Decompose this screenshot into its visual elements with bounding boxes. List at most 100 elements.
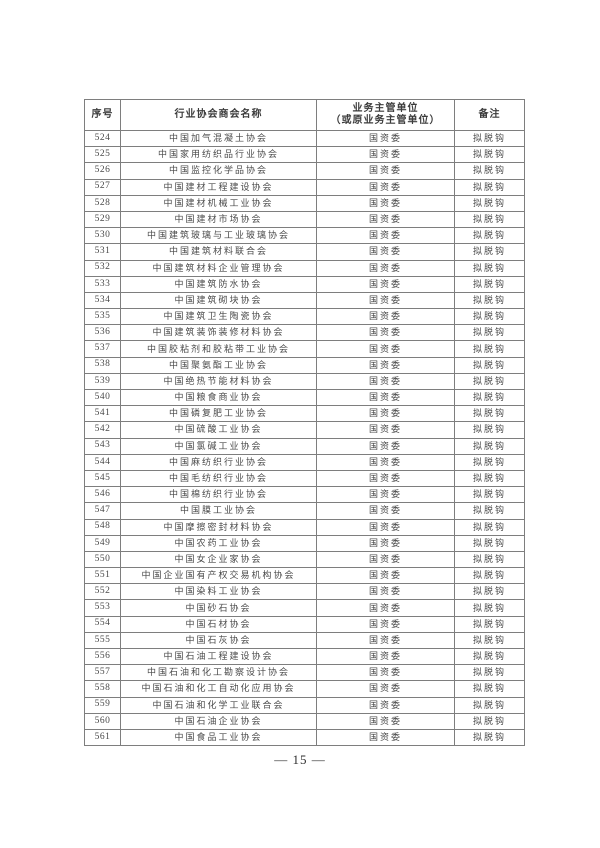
row-association-name: 中国棉纺织行业协会 — [120, 486, 317, 504]
row-association-name: 中国胶粘剂和胶粘带工业协会 — [120, 340, 317, 358]
row-association-name: 中国企业国有产权交易机构协会 — [120, 567, 317, 585]
row-serial-number: 560 — [84, 712, 121, 730]
table-header-row: 序号 行业协会商会名称 业务主管单位 （或原业务主管单位） 备注 — [84, 99, 525, 131]
table-row: 537 中国胶粘剂和胶粘带工业协会 国资委 拟脱钩 — [84, 340, 525, 358]
row-remark: 拟脱钩 — [454, 243, 525, 261]
row-association-name: 中国加气混凝土协会 — [120, 129, 317, 148]
table-row: 551 中国企业国有产权交易机构协会 国资委 拟脱钩 — [84, 567, 525, 585]
table-row: 528 中国建材机械工业协会 国资委 拟脱钩 — [84, 194, 525, 212]
row-serial-number: 555 — [84, 631, 121, 650]
table-row: 529 中国建材市场协会 国资委 拟脱钩 — [84, 210, 525, 229]
row-remark: 拟脱钩 — [454, 469, 525, 488]
table-row: 540 中国粮食商业协会 国资委 拟脱钩 — [84, 388, 525, 407]
row-serial-number: 538 — [84, 356, 121, 374]
row-association-name: 中国建筑卫生陶瓷协会 — [120, 308, 317, 326]
row-association-name: 中国建筑玻璃与工业玻璃协会 — [120, 227, 317, 245]
row-supervisory-unit: 国资委 — [316, 712, 455, 730]
row-supervisory-unit: 国资委 — [316, 631, 455, 650]
table-row: 561 中国食品工业协会 国资委 拟脱钩 — [84, 728, 525, 747]
table-row: 538 中国聚氨酯工业协会 国资委 拟脱钩 — [84, 356, 525, 374]
table-row: 556 中国石油工程建设协会 国资委 拟脱钩 — [84, 647, 525, 666]
row-supervisory-unit: 国资委 — [316, 227, 455, 245]
row-association-name: 中国农药工业协会 — [120, 534, 317, 552]
table-row: 526 中国监控化学品协会 国资委 拟脱钩 — [84, 162, 525, 180]
table-row: 546 中国棉纺织行业协会 国资委 拟脱钩 — [84, 486, 525, 504]
table-row: 541 中国磷复肥工业协会 国资委 拟脱钩 — [84, 405, 525, 423]
row-serial-number: 533 — [84, 275, 121, 293]
table-row: 559 中国石油和化学工业联合会 国资委 拟脱钩 — [84, 696, 525, 714]
row-serial-number: 543 — [84, 437, 121, 455]
row-serial-number: 536 — [84, 324, 121, 342]
row-remark: 拟脱钩 — [454, 680, 525, 698]
table-row: 524 中国加气混凝土协会 国资委 拟脱钩 — [84, 129, 525, 148]
row-remark: 拟脱钩 — [454, 324, 525, 342]
row-serial-number: 534 — [84, 291, 121, 310]
row-remark: 拟脱钩 — [454, 550, 525, 569]
row-association-name: 中国硫酸工业协会 — [120, 421, 317, 439]
row-remark: 拟脱钩 — [454, 405, 525, 423]
row-association-name: 中国建材市场协会 — [120, 210, 317, 229]
header-remark: 备注 — [454, 99, 525, 131]
row-supervisory-unit: 国资委 — [316, 680, 455, 698]
row-remark: 拟脱钩 — [454, 583, 525, 601]
row-association-name: 中国石灰协会 — [120, 631, 317, 650]
row-remark: 拟脱钩 — [454, 486, 525, 504]
row-association-name: 中国建筑材料企业管理协会 — [120, 259, 317, 277]
row-serial-number: 529 — [84, 210, 121, 229]
table-row: 549 中国农药工业协会 国资委 拟脱钩 — [84, 534, 525, 552]
row-remark: 拟脱钩 — [454, 728, 525, 747]
row-serial-number: 539 — [84, 372, 121, 391]
row-remark: 拟脱钩 — [454, 518, 525, 536]
row-supervisory-unit: 国资委 — [316, 356, 455, 374]
table-row: 555 中国石灰协会 国资委 拟脱钩 — [84, 631, 525, 650]
table-row: 530 中国建筑玻璃与工业玻璃协会 国资委 拟脱钩 — [84, 227, 525, 245]
row-association-name: 中国食品工业协会 — [120, 728, 317, 747]
row-remark: 拟脱钩 — [454, 567, 525, 585]
row-remark: 拟脱钩 — [454, 194, 525, 212]
row-supervisory-unit: 国资委 — [316, 340, 455, 358]
row-supervisory-unit: 国资委 — [316, 324, 455, 342]
table-row: 553 中国砂石协会 国资委 拟脱钩 — [84, 599, 525, 617]
row-remark: 拟脱钩 — [454, 178, 525, 196]
table-row: 558 中国石油和化工自动化应用协会 国资委 拟脱钩 — [84, 680, 525, 698]
table-row: 539 中国绝热节能材料协会 国资委 拟脱钩 — [84, 372, 525, 391]
table-row: 525 中国家用纺织品行业协会 国资委 拟脱钩 — [84, 146, 525, 164]
table-row: 545 中国毛纺织行业协会 国资委 拟脱钩 — [84, 469, 525, 488]
row-supervisory-unit: 国资委 — [316, 405, 455, 423]
row-association-name: 中国粮食商业协会 — [120, 388, 317, 407]
row-association-name: 中国石油企业协会 — [120, 712, 317, 730]
row-serial-number: 559 — [84, 696, 121, 714]
row-supervisory-unit: 国资委 — [316, 567, 455, 585]
row-remark: 拟脱钩 — [454, 129, 525, 148]
row-serial-number: 527 — [84, 178, 121, 196]
row-serial-number: 558 — [84, 680, 121, 698]
row-supervisory-unit: 国资委 — [316, 696, 455, 714]
row-supervisory-unit: 国资委 — [316, 308, 455, 326]
row-supervisory-unit: 国资委 — [316, 194, 455, 212]
row-serial-number: 547 — [84, 502, 121, 520]
row-remark: 拟脱钩 — [454, 647, 525, 666]
row-serial-number: 540 — [84, 388, 121, 407]
row-supervisory-unit: 国资委 — [316, 210, 455, 229]
table-row: 552 中国染料工业协会 国资委 拟脱钩 — [84, 583, 525, 601]
row-association-name: 中国建材机械工业协会 — [120, 194, 317, 212]
row-association-name: 中国建材工程建设协会 — [120, 178, 317, 196]
row-remark: 拟脱钩 — [454, 227, 525, 245]
table-row: 535 中国建筑卫生陶瓷协会 国资委 拟脱钩 — [84, 308, 525, 326]
row-serial-number: 553 — [84, 599, 121, 617]
row-association-name: 中国建筑材料联合会 — [120, 243, 317, 261]
row-serial-number: 552 — [84, 583, 121, 601]
row-remark: 拟脱钩 — [454, 275, 525, 293]
row-remark: 拟脱钩 — [454, 453, 525, 471]
row-supervisory-unit: 国资委 — [316, 453, 455, 471]
header-association-name: 行业协会商会名称 — [120, 99, 317, 131]
header-supervisory-unit-line2: （或原业务主管单位） — [330, 115, 441, 126]
row-supervisory-unit: 国资委 — [316, 599, 455, 617]
row-association-name: 中国砂石协会 — [120, 599, 317, 617]
row-supervisory-unit: 国资委 — [316, 647, 455, 666]
row-association-name: 中国石材协会 — [120, 615, 317, 633]
header-supervisory-unit-line1: 业务主管单位 — [352, 102, 419, 114]
row-supervisory-unit: 国资委 — [316, 259, 455, 277]
row-remark: 拟脱钩 — [454, 340, 525, 358]
row-serial-number: 537 — [84, 340, 121, 358]
